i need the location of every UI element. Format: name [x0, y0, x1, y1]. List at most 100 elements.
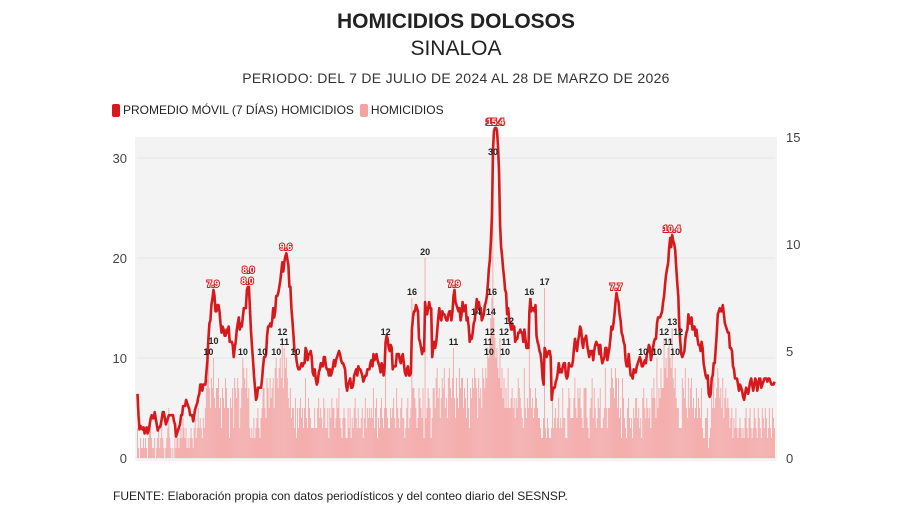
bar — [629, 418, 631, 458]
bar — [286, 378, 288, 458]
bar — [751, 438, 753, 458]
bar — [500, 388, 502, 458]
bar — [269, 378, 271, 458]
bar — [321, 418, 323, 458]
bar — [642, 398, 644, 458]
bar — [328, 438, 330, 458]
bar — [391, 418, 393, 458]
bar — [510, 398, 512, 458]
bar — [768, 408, 770, 458]
bar — [719, 398, 721, 458]
bar — [363, 418, 365, 458]
bar — [494, 338, 496, 458]
bar — [161, 418, 163, 458]
bar — [320, 408, 322, 458]
bar — [166, 438, 168, 458]
bar — [562, 388, 564, 458]
bar — [181, 438, 183, 458]
bar — [179, 438, 181, 458]
bar — [522, 428, 524, 458]
bar — [753, 408, 755, 458]
bar — [221, 428, 222, 458]
bar — [659, 398, 661, 458]
bar — [540, 428, 541, 458]
bar — [395, 428, 397, 458]
bar — [670, 368, 672, 458]
moving-average-data-label: 9.6 — [280, 242, 293, 252]
bar — [425, 418, 427, 458]
bar — [495, 358, 497, 458]
bar — [246, 368, 248, 458]
bar — [239, 428, 241, 458]
bar — [314, 408, 316, 458]
bar — [740, 428, 742, 458]
bar — [316, 428, 318, 458]
bar — [518, 388, 520, 458]
bar — [289, 388, 291, 458]
bar — [498, 378, 500, 458]
bar — [683, 398, 685, 458]
bar — [546, 438, 547, 458]
moving-average-line — [136, 126, 776, 438]
bar — [148, 438, 150, 458]
bar — [702, 428, 703, 458]
bar — [483, 378, 485, 458]
bar — [226, 388, 227, 458]
bar — [382, 418, 383, 458]
bar — [529, 388, 531, 458]
bar — [610, 368, 612, 458]
bar — [332, 408, 334, 458]
bar — [682, 388, 684, 458]
bar — [260, 418, 262, 458]
bar — [175, 448, 177, 458]
bar — [252, 438, 254, 458]
bar — [638, 408, 640, 458]
bar — [491, 298, 493, 458]
bar — [257, 408, 259, 458]
bar — [426, 408, 428, 458]
bar — [539, 418, 540, 458]
legend-label-moving-average: PROMEDIO MÓVIL (7 DÍAS) HOMICIDIOS — [123, 103, 354, 117]
bar — [728, 408, 730, 458]
bar — [353, 408, 355, 458]
legend: PROMEDIO MÓVIL (7 DÍAS) HOMICIDIOS HOMIC… — [112, 103, 444, 117]
bar — [757, 408, 759, 458]
bar — [364, 398, 366, 458]
bar — [362, 438, 364, 458]
bar — [661, 388, 663, 458]
bar — [692, 398, 694, 458]
bar — [530, 408, 532, 458]
bar — [601, 428, 603, 458]
bar — [138, 448, 139, 458]
bar — [375, 398, 377, 458]
bar — [378, 418, 379, 458]
bar — [355, 418, 357, 458]
bar — [273, 408, 275, 458]
bar — [219, 408, 220, 458]
bar — [669, 358, 671, 458]
bar — [419, 398, 421, 458]
bar-data-label: 14 — [486, 307, 496, 317]
bar — [585, 388, 587, 458]
bar — [691, 408, 693, 458]
bar — [297, 408, 298, 458]
bar — [570, 418, 572, 458]
bar-data-label: 12 — [381, 327, 391, 337]
bar — [741, 438, 743, 458]
bar — [640, 418, 642, 458]
bar — [294, 398, 296, 458]
bar — [630, 428, 632, 458]
bar — [440, 398, 442, 458]
bar — [712, 408, 714, 458]
bar — [357, 408, 359, 458]
bar — [536, 398, 537, 458]
bar — [259, 438, 261, 458]
bar — [631, 418, 633, 458]
bar — [505, 388, 507, 458]
bar — [427, 388, 429, 458]
bar — [674, 368, 676, 458]
bar — [428, 398, 430, 458]
bar-data-label: 10 — [257, 347, 267, 357]
bar — [330, 418, 332, 458]
